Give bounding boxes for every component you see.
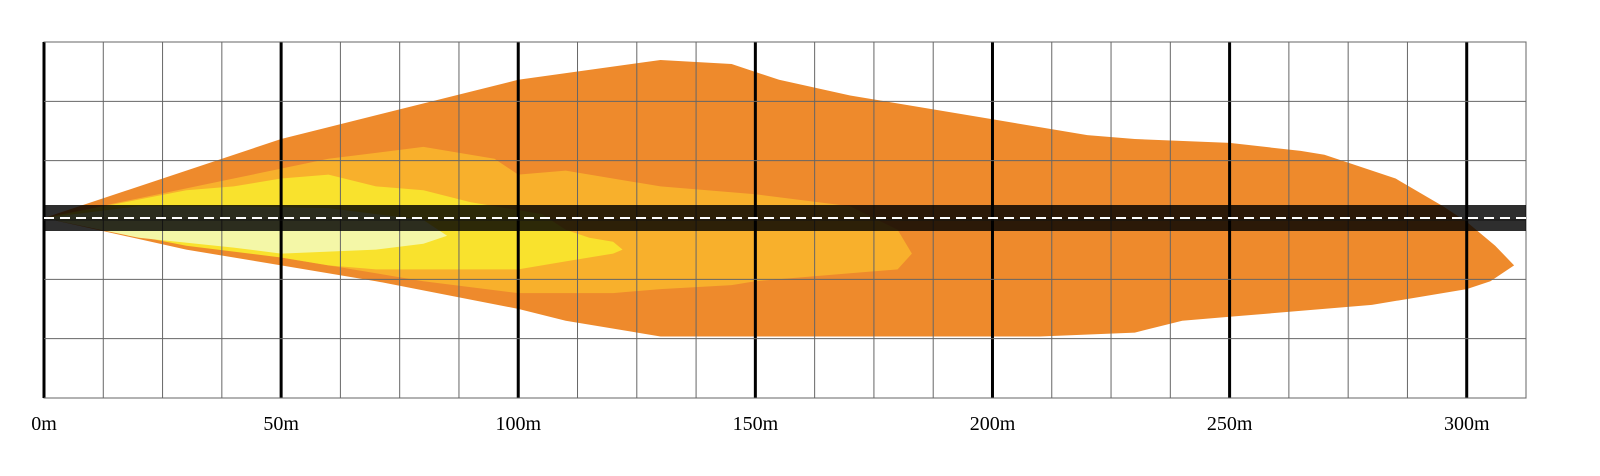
x-tick-label: 100m <box>495 413 541 435</box>
x-tick-label: 0m <box>31 413 57 435</box>
x-tick-label: 150m <box>733 413 779 435</box>
road <box>44 205 1526 231</box>
x-axis-tick-labels: 0m 50m 100m 150m 200m 250m 300m <box>31 413 1490 435</box>
x-tick-label: 300m <box>1444 413 1490 435</box>
x-tick-label: 250m <box>1207 413 1253 435</box>
x-tick-label: 50m <box>263 413 299 435</box>
x-tick-label: 200m <box>970 413 1016 435</box>
